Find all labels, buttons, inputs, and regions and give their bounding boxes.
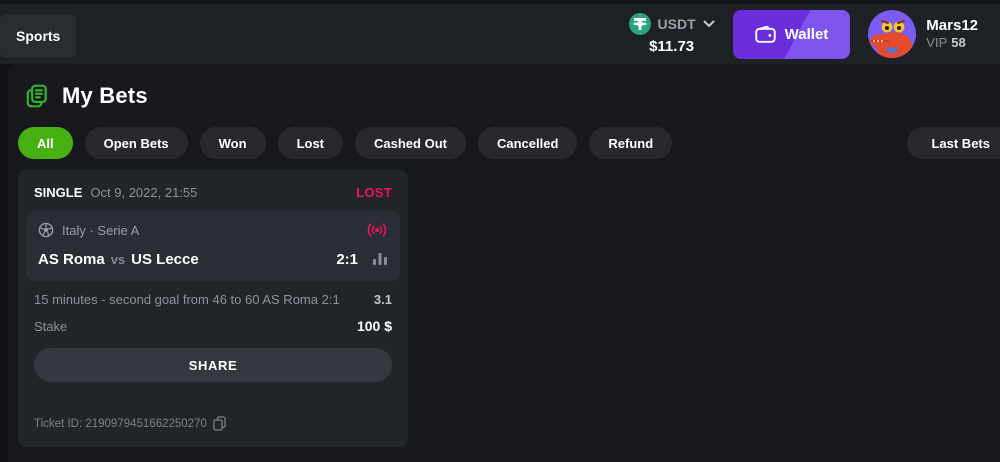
last-bets-button[interactable]: Last Bets (907, 127, 1000, 159)
filter-won[interactable]: Won (199, 127, 266, 159)
filter-open-bets[interactable]: Open Bets (84, 127, 188, 159)
statistics-bars-icon[interactable] (372, 252, 388, 266)
bet-type-label: SINGLE (34, 185, 83, 200)
bet-date: Oct 9, 2022, 21:55 (90, 185, 198, 200)
bet-card: SINGLE Oct 9, 2022, 21:55 LOST Italy · S… (18, 170, 408, 447)
currency-code: USDT (657, 16, 696, 32)
filter-cancelled[interactable]: Cancelled (477, 127, 578, 159)
market-row: 15 minutes - second goal from 46 to 60 A… (18, 292, 408, 307)
bet-card-header: SINGLE Oct 9, 2022, 21:55 LOST (18, 170, 408, 211)
top-bar: Sports USDT (0, 0, 1000, 64)
username: Mars12 (926, 16, 978, 34)
league-label: Italy · Serie A (62, 222, 140, 238)
soccer-ball-icon (38, 222, 54, 238)
filter-all[interactable]: All (18, 127, 73, 159)
my-bets-icon (24, 83, 50, 109)
wallet-button[interactable]: Wallet (732, 9, 851, 59)
tether-coin-icon (628, 13, 651, 35)
filter-cashed-out[interactable]: Cashed Out (355, 127, 466, 159)
filter-lost[interactable]: Lost (277, 127, 344, 159)
match-panel[interactable]: Italy · Serie A AS Roma vs US Lecce 2:1 (26, 211, 400, 281)
market-description: 15 minutes - second goal from 46 to 60 A… (34, 292, 340, 307)
stake-row: Stake 100 $ (18, 318, 408, 334)
share-button[interactable]: SHARE (34, 348, 392, 382)
wallet-button-label: Wallet (784, 25, 829, 43)
vs-label: vs (110, 251, 126, 267)
filter-refund[interactable]: Refund (589, 127, 673, 159)
bet-status-badge: LOST (356, 185, 392, 200)
wallet-icon (754, 25, 776, 43)
stake-value: 100 $ (356, 318, 392, 334)
page-header: My Bets (24, 82, 1000, 110)
chevron-down-icon (703, 20, 715, 28)
odds-value: 3.1 (373, 292, 392, 307)
avatar (868, 10, 917, 58)
currency-selector[interactable]: USDT $11.73 (628, 13, 715, 55)
sports-nav-button[interactable]: Sports (0, 14, 77, 58)
stake-label: Stake (34, 319, 68, 334)
topbar-right-cluster: USDT $11.73 Wallet (628, 4, 978, 64)
wallet-balance: $11.73 (649, 38, 695, 55)
ticket-row: Ticket ID: 2190979451662250270 (34, 416, 408, 431)
user-profile[interactable]: Mars12 VIP 58 (868, 10, 978, 58)
match-score: 2:1 (336, 250, 358, 268)
live-broadcast-icon[interactable] (366, 222, 388, 238)
filter-bar: All Open Bets Won Lost Cashed Out Cancel… (18, 127, 1000, 159)
ticket-id-text: Ticket ID: 2190979451662250270 (34, 417, 207, 430)
copy-icon[interactable] (213, 416, 226, 431)
vip-level: VIP 58 (926, 35, 966, 51)
home-team: AS Roma (38, 250, 105, 268)
my-bets-panel: My Bets All Open Bets Won Lost Cashed Ou… (8, 64, 1000, 462)
page-title: My Bets (62, 83, 148, 108)
away-team: US Lecce (131, 250, 199, 268)
